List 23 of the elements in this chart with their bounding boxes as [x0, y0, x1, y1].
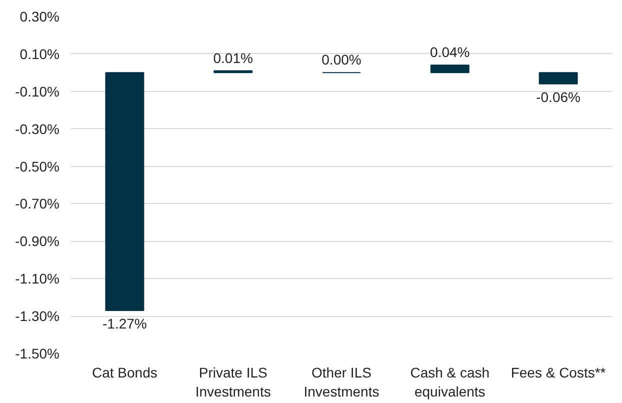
y-tick-label: -0.90%	[15, 233, 60, 250]
bar	[538, 72, 578, 84]
y-tick-label: -0.50%	[15, 158, 60, 174]
x-tick-label: Cat Bonds	[92, 364, 158, 380]
x-tick-label: Private ILS Investments	[195, 364, 271, 400]
data-label: -1.27%	[102, 315, 147, 332]
bar	[105, 72, 144, 311]
y-tick-label: -0.30%	[15, 120, 60, 137]
y-tick-label: -0.10%	[15, 83, 60, 100]
data-label: -0.06%	[536, 88, 580, 105]
y-tick-label: -1.10%	[15, 270, 60, 287]
y-tick-label: 0.10%	[20, 46, 60, 62]
bar	[430, 64, 470, 74]
y-tick-label: -0.70%	[15, 196, 60, 212]
data-label: 0.00%	[322, 52, 362, 68]
x-tick-label: Cash & cash equivalents	[410, 364, 490, 400]
data-label: 0.04%	[430, 44, 470, 60]
x-tick-label: Other ILS Investments	[304, 364, 380, 400]
y-tick-label: -1.50%	[15, 346, 60, 362]
data-label: 0.01%	[213, 50, 253, 66]
x-tick-label: Fees & Costs**	[510, 364, 606, 380]
y-tick-label: -1.30%	[15, 308, 60, 324]
y-tick-label: 0.30%	[20, 8, 60, 24]
